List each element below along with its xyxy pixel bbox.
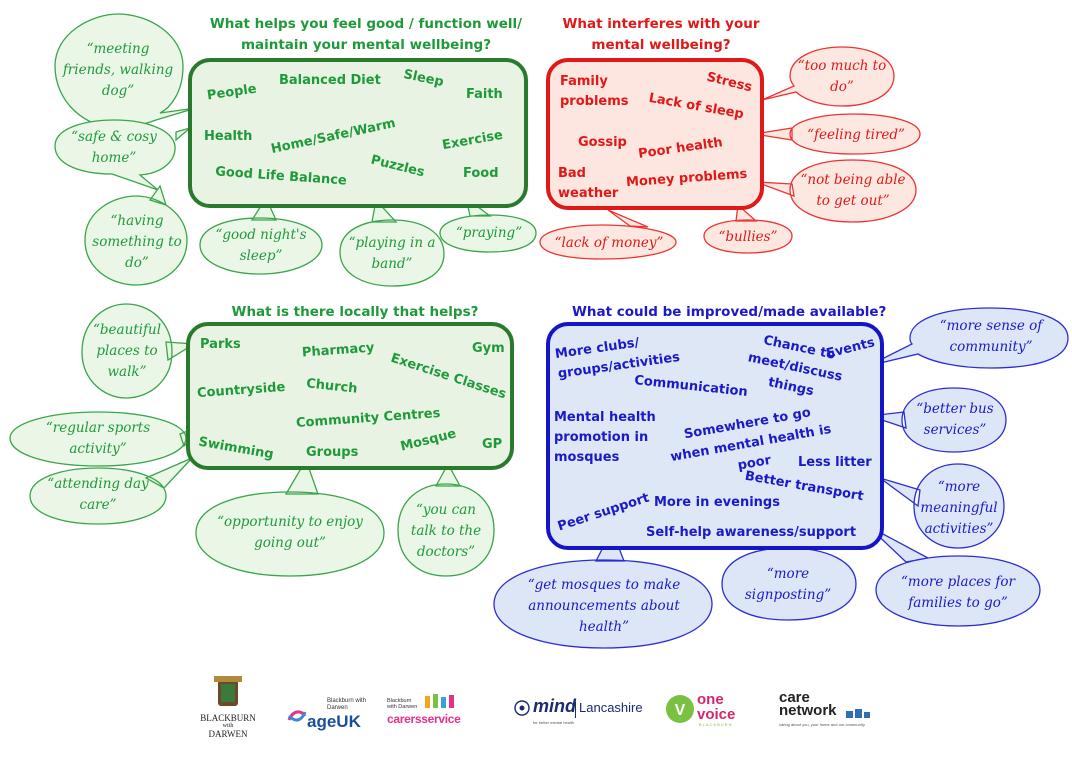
- bwd-line1: Blackburn: [200, 713, 256, 723]
- quote-not-able-out: “not being able to get out”: [800, 172, 906, 209]
- quote-sports: “regular sports activity”: [45, 420, 151, 457]
- bubble-bullies: [703, 203, 793, 254]
- quote-meaningful: “more meaningful activities”: [920, 478, 998, 537]
- section-title-feel-good: What helps you feel good / function well…: [209, 16, 523, 53]
- bubble-not-able-out: [755, 159, 917, 223]
- mind-divider: [575, 702, 576, 718]
- bwd-council-logo: Blackburn with Darwen: [195, 676, 261, 742]
- item-faith: Faith: [466, 87, 503, 102]
- bubble-safe-home: [54, 119, 191, 191]
- quote-feeling-tired: “feeling tired”: [807, 126, 905, 143]
- bubble-lack-money: [539, 209, 677, 260]
- quote-mosques-announce: “get mosques to make announcements about…: [527, 576, 681, 635]
- bubble-something-to-do: [84, 184, 188, 286]
- care-line1: care: [779, 689, 810, 706]
- carers-logo: Blackburn with Darwen carersservice: [387, 692, 493, 732]
- quote-beautiful-places: “beautiful places to walk”: [92, 321, 162, 380]
- onevoice-logo: V one voice BLACKBURN: [665, 690, 751, 730]
- onevoice-sub: BLACKBURN: [699, 722, 733, 727]
- item-family-problems: Family problems: [560, 74, 629, 109]
- onevoice-v-icon: V: [666, 695, 694, 723]
- quote-places-families: “more places for families to go”: [901, 574, 1015, 611]
- quote-too-much: “too much to do”: [797, 58, 887, 95]
- onevoice-main: one voice: [697, 691, 736, 723]
- local-box: [186, 322, 514, 470]
- bwd-line2: with: [222, 723, 234, 729]
- item-more-in-evenings: More in evenings: [654, 495, 780, 510]
- quote-bus-services: “better bus services”: [916, 401, 994, 438]
- improve-box: [546, 322, 884, 550]
- care-tag: caring about you, your home and our comm…: [779, 722, 865, 727]
- item-food: Food: [463, 166, 499, 181]
- quote-signposting: “more signposting”: [744, 566, 832, 603]
- mind-main: mind: [533, 696, 576, 716]
- item-parks: Parks: [200, 337, 241, 352]
- bubble-feeling-tired: [753, 113, 921, 155]
- bubble-doctors: [397, 462, 495, 577]
- quote-day-care: “attending day care”: [47, 476, 149, 513]
- item-gym: Gym: [472, 341, 505, 356]
- item-groups: Groups: [306, 445, 359, 460]
- interferes-box: [546, 58, 764, 210]
- mind-flower-icon: [514, 700, 530, 716]
- bubble-good-night-sleep: [199, 196, 323, 275]
- bubble-day-care: [29, 457, 193, 525]
- mind-region: Lancashire: [579, 700, 643, 715]
- ageuk-small: Blackburn with Darwen: [327, 698, 367, 711]
- section-title-interferes: What interferes with your mental wellbei…: [562, 16, 760, 53]
- item-bad-weather: Bad weather: [558, 166, 619, 201]
- bubble-playing-band: [339, 198, 445, 287]
- mind-logo: mind Lancashire for better mental health: [513, 696, 643, 732]
- item-gossip: Gossip: [578, 135, 627, 150]
- quote-praying: “praying”: [455, 224, 523, 241]
- carers-small: Blackburn with Darwen: [387, 698, 418, 710]
- ageuk-logo: Blackburn with Darwen ageUK: [287, 698, 379, 738]
- item-self-help: Self-help awareness/support: [646, 525, 857, 540]
- quote-sense-community: “more sense of community”: [939, 318, 1043, 355]
- carers-main: carersservice: [387, 712, 461, 726]
- bubble-bus-services: [869, 387, 1007, 453]
- section-title-improve: What could be improved/made available?: [572, 304, 887, 320]
- quote-bullies: “bullies”: [718, 228, 778, 245]
- care-network-logo: care network caring about you, your home…: [779, 690, 883, 734]
- quote-playing-band: “playing in a band”: [348, 235, 436, 272]
- bubble-places-families: [867, 525, 1041, 627]
- svg-text:V: V: [675, 702, 686, 719]
- quote-doctors: “you can talk to the doctors”: [410, 501, 482, 560]
- ageuk-main: ageUK: [307, 712, 361, 731]
- quote-lack-money: “lack of money”: [554, 234, 664, 251]
- item-balanced-diet: Balanced Diet: [279, 73, 381, 88]
- quote-opportunity: “opportunity to enjoy going out”: [217, 514, 363, 551]
- item-gp: GP: [482, 437, 503, 452]
- bubble-opportunity: [195, 458, 385, 577]
- care-houses-icon: [846, 709, 870, 718]
- ageuk-mark-icon: [287, 710, 307, 722]
- bubble-too-much: [761, 46, 895, 107]
- item-health: Health: [204, 129, 253, 144]
- feel-good-box: [188, 58, 528, 208]
- quote-good-night-sleep: “good night's sleep”: [215, 227, 307, 264]
- bubble-sense-community: [867, 307, 1069, 369]
- bubble-beautiful-places: [81, 303, 197, 399]
- bubble-meaningful: [879, 463, 1005, 549]
- quote-meeting-friends: “meeting friends, walking dog”: [62, 40, 174, 99]
- item-mental-health-promotion: Mental health promotion in mosques: [554, 410, 656, 465]
- quote-something-to-do: “having something to do”: [92, 212, 182, 271]
- quote-safe-home: “safe & cosy home”: [71, 129, 157, 166]
- crest-icon: [214, 676, 242, 706]
- partner-logos: Blackburn with Darwen Blackburn with Dar…: [195, 676, 885, 746]
- carers-figures-icon: [425, 694, 454, 708]
- bwd-line3: Darwen: [208, 729, 248, 739]
- care-line2: network: [779, 702, 837, 719]
- section-title-local: What is there locally that helps?: [231, 304, 479, 320]
- item-less-litter: Less litter: [798, 455, 872, 470]
- mind-tag: for better mental health: [533, 720, 575, 725]
